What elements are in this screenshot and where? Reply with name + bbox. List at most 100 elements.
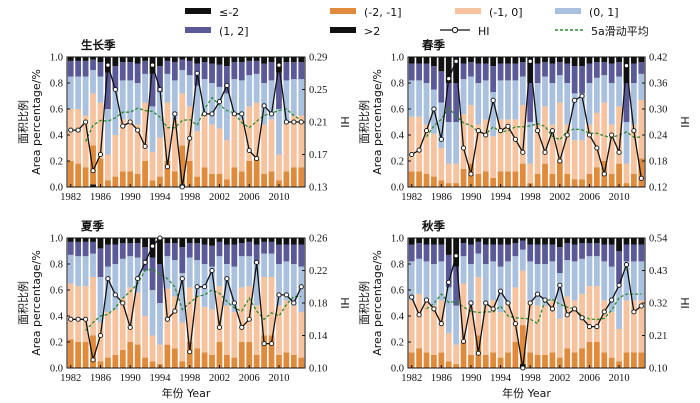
bar-segment — [579, 140, 585, 180]
hi-point — [276, 62, 282, 68]
bar-segment — [556, 57, 563, 63]
bar-segment — [119, 238, 126, 244]
bar-segment — [134, 83, 141, 125]
x-tick-label: 1998 — [179, 192, 200, 203]
bar-segment — [431, 57, 437, 67]
hi-point — [638, 175, 644, 181]
bar-segment — [445, 332, 452, 362]
bar-segment — [231, 266, 238, 313]
bar-segment — [112, 176, 119, 187]
bar-segment — [283, 62, 290, 81]
x-tick-label: 2010 — [609, 192, 630, 203]
bar-segment — [268, 241, 275, 254]
bar-segment — [416, 238, 422, 244]
bar-segment — [490, 300, 497, 353]
bar-segment — [164, 161, 171, 187]
bar-segment — [564, 174, 571, 187]
bar-segment — [408, 80, 415, 117]
bar-segment — [290, 115, 297, 168]
bar-segment — [119, 80, 126, 120]
bar-segment — [90, 70, 96, 94]
bar-segment — [127, 62, 134, 81]
bar-segment — [579, 348, 585, 368]
x-tick-label: 2002 — [549, 192, 570, 203]
bar-segment — [534, 244, 541, 264]
bar-segment — [482, 305, 489, 355]
bar-segment — [67, 238, 74, 242]
bar-segment — [542, 305, 548, 355]
bar-segment — [231, 62, 238, 80]
hi-point — [616, 282, 622, 288]
hi-point — [90, 357, 96, 363]
bar-segment — [224, 57, 230, 67]
bar-segment — [119, 62, 126, 81]
bar-segment — [209, 238, 215, 246]
bar-segment — [512, 342, 519, 368]
bar-segment — [238, 80, 245, 120]
bar-segment — [408, 261, 415, 301]
bar-segment — [549, 57, 556, 64]
bar-segment — [268, 171, 275, 187]
hi-point — [90, 168, 96, 174]
bar-segment — [579, 93, 585, 141]
bar-segment — [186, 243, 193, 258]
bar-segment — [238, 171, 245, 187]
x-tick-label: 2002 — [209, 192, 230, 203]
bar-segment — [505, 244, 511, 262]
bar-segment — [631, 238, 637, 245]
bar-segment — [453, 122, 460, 164]
hi-point — [594, 324, 600, 330]
y-tick-label: 0.8 — [50, 79, 63, 90]
bar-segment — [224, 93, 230, 141]
x-tick-label: 1994 — [490, 373, 512, 384]
bar-segment — [519, 163, 526, 187]
bar-segment — [423, 244, 430, 262]
bar-segment — [97, 62, 104, 77]
bar-segment — [67, 109, 74, 161]
bar-segment — [238, 238, 245, 244]
bar-segment — [453, 344, 460, 365]
bar-segment — [460, 243, 467, 257]
bar-segment — [216, 64, 223, 87]
bar-segment — [593, 342, 600, 368]
bar-segment — [453, 305, 460, 345]
legend-item: ≤-2 — [185, 6, 239, 19]
bar-segment — [564, 63, 571, 83]
bar-segment — [608, 83, 615, 125]
bar-segment — [519, 76, 526, 106]
bar-segment — [67, 161, 74, 187]
bar-segment — [149, 106, 156, 152]
hi-point — [431, 306, 437, 312]
hi-point — [623, 63, 630, 69]
hi-point — [490, 306, 496, 312]
y-tick-label: 0.8 — [50, 260, 63, 271]
bars — [408, 57, 645, 187]
bar-segment — [105, 72, 111, 109]
bar-segment — [97, 158, 104, 187]
bar-segment — [623, 238, 630, 245]
legend-item: (0, 1] — [555, 6, 619, 19]
bar-segment — [186, 238, 193, 244]
bar-segment — [149, 335, 156, 362]
bar-segment — [142, 60, 148, 74]
bar-segment — [119, 57, 126, 63]
bar-segment — [201, 57, 208, 63]
hi-point — [120, 123, 126, 129]
bar-segment — [601, 261, 608, 301]
bar-segment — [497, 57, 504, 64]
hi-point — [164, 164, 170, 170]
bar-segment — [164, 344, 171, 368]
bar-segment — [453, 183, 460, 187]
hi-tick-label: 0.17 — [309, 150, 327, 161]
bar-segment — [616, 238, 622, 251]
y-axis-label-line: 面积比例 — [16, 281, 30, 325]
hi-point — [83, 119, 89, 125]
bar-segment — [97, 238, 104, 249]
bar-segment — [505, 80, 511, 120]
bar-segment — [179, 70, 186, 94]
bar-segment — [586, 57, 593, 64]
hi-point — [623, 262, 630, 268]
bars — [408, 238, 645, 368]
bar-segment — [423, 57, 430, 64]
bar-segment — [564, 260, 571, 297]
